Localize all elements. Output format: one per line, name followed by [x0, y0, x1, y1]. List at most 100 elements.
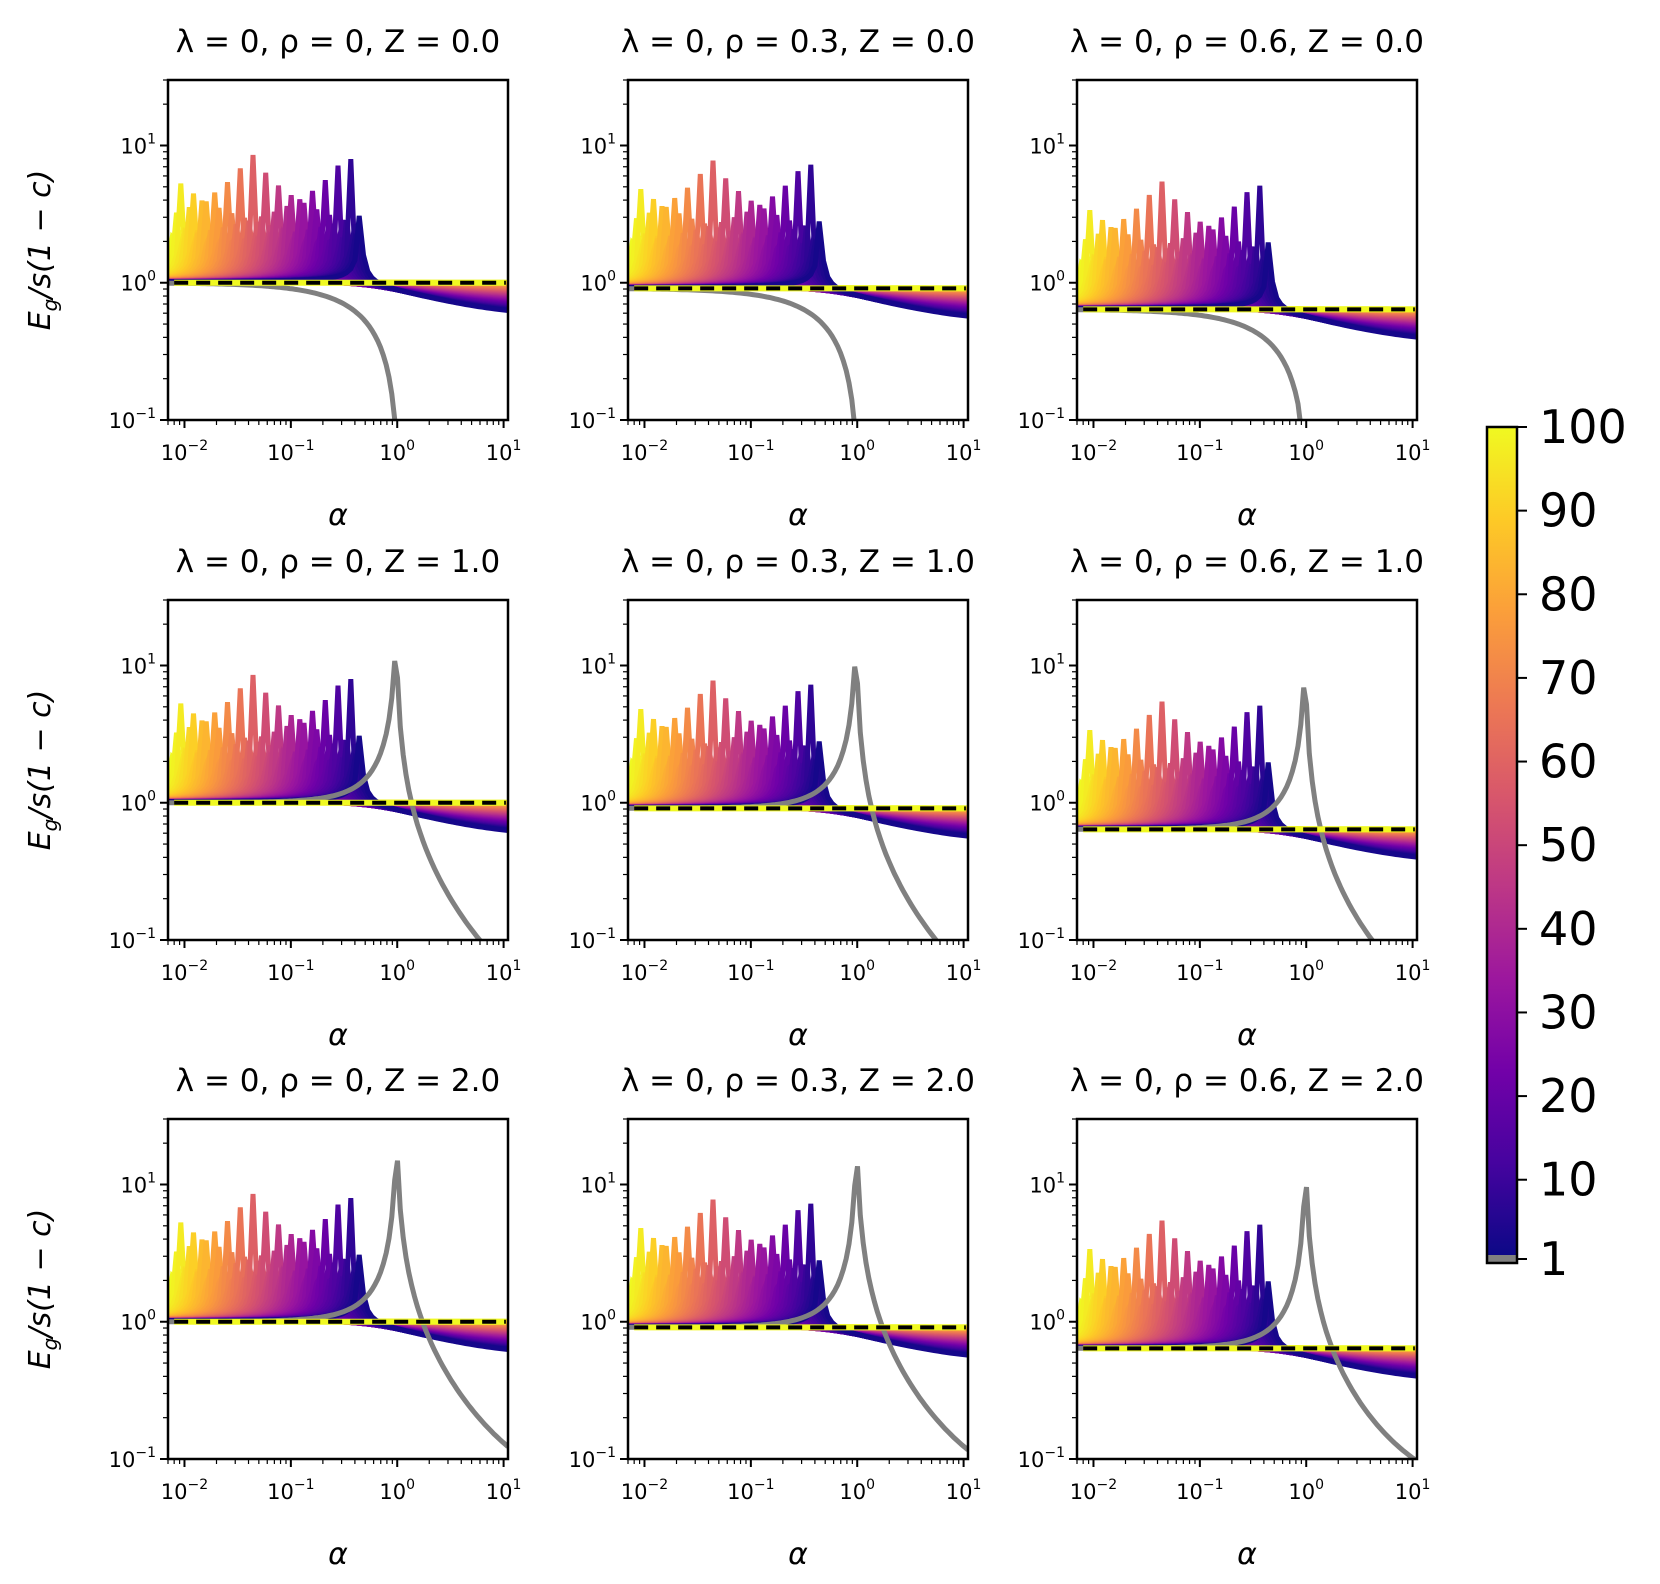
- colorbar-tick-label: 10: [1539, 1153, 1598, 1207]
- x-axis-label: α: [328, 498, 348, 533]
- panel-title: λ = 0, ρ = 0.3, Z = 2.0: [621, 1063, 975, 1099]
- x-tick-label: 100: [839, 1477, 875, 1504]
- colorbar-tick-label: 20: [1539, 1069, 1598, 1123]
- x-tick-label: 101: [946, 958, 982, 985]
- x-axis-label: α: [788, 1018, 808, 1053]
- plot-area: [628, 666, 968, 940]
- x-tick-label: 10−2: [621, 1477, 668, 1504]
- y-tick-label: 101: [120, 651, 156, 678]
- y-tick-label: 101: [580, 651, 616, 678]
- colorbar-tick-label: 1: [1539, 1232, 1568, 1286]
- colorbar-tick-label: 30: [1539, 985, 1598, 1039]
- y-tick-label: 101: [120, 1170, 156, 1197]
- panel-title: λ = 0, ρ = 0.3, Z = 0.0: [621, 24, 975, 60]
- colorbar-tick-label: 40: [1539, 902, 1598, 956]
- x-tick-label: 10−1: [267, 958, 314, 985]
- y-axis-label: Eg/s(1 − c): [23, 170, 62, 331]
- colorbar-tick-label: 90: [1539, 484, 1598, 538]
- y-tick-label: 101: [580, 1170, 616, 1197]
- y-tick-label: 101: [1029, 1170, 1065, 1197]
- y-axis-label: Eg/s(1 − c): [23, 1209, 62, 1370]
- colorbar-tick-label: 60: [1539, 735, 1598, 789]
- x-axis-label: α: [1237, 1537, 1257, 1572]
- x-tick-label: 100: [839, 438, 875, 465]
- y-tick-label: 10−1: [109, 406, 156, 433]
- plot-area: [628, 1165, 968, 1452]
- colorbar: 1 10 20 30 40 50 60 70 80 90 100: [1485, 400, 1627, 1286]
- y-tick-label: 100: [580, 1308, 616, 1335]
- x-tick-label: 100: [1288, 958, 1324, 985]
- plot-area: [1077, 1186, 1417, 1459]
- colorbar-tick-label: 100: [1539, 400, 1627, 454]
- x-tick-label: 100: [1288, 1477, 1324, 1504]
- panel-title: λ = 0, ρ = 0, Z = 0.0: [176, 24, 500, 60]
- x-tick-label: 10−2: [161, 958, 208, 985]
- y-tick-label: 100: [120, 789, 156, 816]
- panel-title: λ = 0, ρ = 0, Z = 2.0: [176, 1063, 500, 1099]
- x-tick-label: 10−2: [1070, 958, 1117, 985]
- x-axis-label: α: [1237, 1018, 1257, 1053]
- plot-area: [1077, 687, 1417, 940]
- axes-frame: [166, 78, 510, 422]
- x-tick-label: 10−2: [161, 438, 208, 465]
- axes-frame: [626, 78, 970, 422]
- x-tick-label: 101: [1395, 1477, 1431, 1504]
- y-tick-label: 101: [120, 131, 156, 158]
- y-tick-label: 101: [1029, 651, 1065, 678]
- axes-frame: [1075, 598, 1419, 942]
- panel-title: λ = 0, ρ = 0.6, Z = 0.0: [1070, 24, 1424, 60]
- x-tick-label: 10−1: [267, 438, 314, 465]
- y-tick-label: 10−1: [109, 926, 156, 953]
- x-tick-label: 10−2: [1070, 438, 1117, 465]
- x-tick-label: 10−2: [1070, 1477, 1117, 1504]
- y-tick-label: 100: [1029, 1308, 1065, 1335]
- colorbar-gradient: [1487, 427, 1517, 1255]
- x-tick-label: 100: [379, 958, 415, 985]
- y-tick-label: 10−1: [569, 926, 616, 953]
- y-tick-label: 100: [1029, 269, 1065, 296]
- y-axis-label: Eg/s(1 − c): [23, 690, 62, 851]
- axes-frame: [1075, 78, 1419, 422]
- y-tick-label: 100: [120, 269, 156, 296]
- x-axis-label: α: [788, 1537, 808, 1572]
- x-tick-label: 101: [486, 958, 522, 985]
- axes-frame: [166, 598, 510, 942]
- axes-frame: [1075, 1117, 1419, 1461]
- x-tick-label: 101: [1395, 958, 1431, 985]
- panel-title: λ = 0, ρ = 0.6, Z = 2.0: [1070, 1063, 1424, 1099]
- colorbar-tick-label: 50: [1539, 818, 1598, 872]
- y-tick-label: 10−1: [1018, 1445, 1065, 1472]
- x-tick-label: 100: [1288, 438, 1324, 465]
- panel-title: λ = 0, ρ = 0.3, Z = 1.0: [621, 544, 975, 580]
- x-axis-label: α: [328, 1537, 348, 1572]
- plot-area: [1077, 181, 1417, 420]
- colorbar-gray-cell: [1487, 1255, 1517, 1263]
- x-tick-label: 10−2: [621, 958, 668, 985]
- plot-area: [168, 1160, 508, 1449]
- x-tick-label: 10−2: [161, 1477, 208, 1504]
- axes-frame: [166, 1117, 510, 1461]
- axes-frame: [626, 598, 970, 942]
- x-tick-label: 100: [839, 958, 875, 985]
- panel-title: λ = 0, ρ = 0.6, Z = 1.0: [1070, 544, 1424, 580]
- x-tick-label: 10−1: [1176, 958, 1223, 985]
- y-tick-label: 10−1: [1018, 406, 1065, 433]
- x-tick-label: 101: [486, 1477, 522, 1504]
- y-tick-label: 101: [1029, 131, 1065, 158]
- panel-title: λ = 0, ρ = 0, Z = 1.0: [176, 544, 500, 580]
- x-tick-label: 10−1: [727, 438, 774, 465]
- x-tick-label: 10−1: [267, 1477, 314, 1504]
- x-tick-label: 101: [486, 438, 522, 465]
- colorbar-tick-label: 80: [1539, 567, 1598, 621]
- y-tick-label: 100: [580, 789, 616, 816]
- x-tick-label: 100: [379, 1477, 415, 1504]
- y-tick-label: 10−1: [109, 1445, 156, 1472]
- colorbar-tick-label: 70: [1539, 651, 1598, 705]
